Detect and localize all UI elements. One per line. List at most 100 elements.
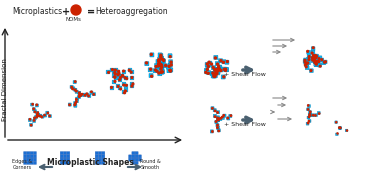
FancyBboxPatch shape xyxy=(303,60,307,63)
FancyBboxPatch shape xyxy=(169,68,173,72)
FancyBboxPatch shape xyxy=(312,56,316,60)
FancyBboxPatch shape xyxy=(313,60,317,64)
FancyBboxPatch shape xyxy=(204,70,209,74)
Circle shape xyxy=(346,130,348,131)
Circle shape xyxy=(215,70,217,72)
FancyBboxPatch shape xyxy=(305,62,309,66)
FancyBboxPatch shape xyxy=(39,114,42,117)
Circle shape xyxy=(160,57,162,59)
Circle shape xyxy=(132,83,134,85)
FancyBboxPatch shape xyxy=(76,97,79,100)
FancyBboxPatch shape xyxy=(132,158,135,161)
Circle shape xyxy=(222,116,223,118)
FancyBboxPatch shape xyxy=(221,116,225,120)
FancyBboxPatch shape xyxy=(158,63,162,67)
Circle shape xyxy=(86,93,88,94)
Circle shape xyxy=(170,61,172,63)
FancyBboxPatch shape xyxy=(217,67,221,71)
Circle shape xyxy=(79,94,81,96)
FancyBboxPatch shape xyxy=(168,54,172,58)
FancyBboxPatch shape xyxy=(158,63,162,67)
FancyBboxPatch shape xyxy=(95,152,98,155)
Circle shape xyxy=(315,115,316,116)
FancyBboxPatch shape xyxy=(148,68,152,72)
Circle shape xyxy=(154,69,156,71)
Circle shape xyxy=(163,59,165,61)
FancyBboxPatch shape xyxy=(314,62,318,66)
FancyBboxPatch shape xyxy=(29,123,33,126)
FancyBboxPatch shape xyxy=(219,68,223,72)
Circle shape xyxy=(36,116,37,118)
FancyBboxPatch shape xyxy=(208,61,212,65)
FancyBboxPatch shape xyxy=(304,63,308,66)
Circle shape xyxy=(214,75,216,77)
Circle shape xyxy=(314,61,316,63)
Circle shape xyxy=(206,68,208,70)
Circle shape xyxy=(74,103,76,104)
FancyBboxPatch shape xyxy=(314,56,318,60)
FancyBboxPatch shape xyxy=(211,66,215,70)
FancyBboxPatch shape xyxy=(158,63,163,67)
FancyBboxPatch shape xyxy=(95,155,98,158)
Circle shape xyxy=(131,85,133,87)
FancyBboxPatch shape xyxy=(159,54,163,58)
FancyBboxPatch shape xyxy=(305,66,309,70)
FancyBboxPatch shape xyxy=(33,158,36,161)
FancyBboxPatch shape xyxy=(314,59,318,63)
Text: + Shear Flow: + Shear Flow xyxy=(224,122,266,127)
FancyBboxPatch shape xyxy=(311,59,315,63)
FancyBboxPatch shape xyxy=(36,104,39,107)
Circle shape xyxy=(220,60,222,62)
FancyBboxPatch shape xyxy=(304,58,307,62)
Circle shape xyxy=(160,71,163,73)
Circle shape xyxy=(310,111,311,112)
FancyBboxPatch shape xyxy=(219,117,222,121)
Circle shape xyxy=(79,92,80,94)
Circle shape xyxy=(226,61,228,63)
Circle shape xyxy=(160,68,162,70)
FancyBboxPatch shape xyxy=(314,54,318,58)
FancyBboxPatch shape xyxy=(161,59,166,63)
FancyBboxPatch shape xyxy=(211,72,215,76)
FancyBboxPatch shape xyxy=(118,76,122,80)
FancyBboxPatch shape xyxy=(159,66,163,70)
Circle shape xyxy=(225,69,226,71)
FancyBboxPatch shape xyxy=(67,155,70,158)
FancyBboxPatch shape xyxy=(157,62,161,66)
FancyBboxPatch shape xyxy=(99,158,101,161)
FancyBboxPatch shape xyxy=(33,117,36,120)
FancyBboxPatch shape xyxy=(37,114,39,116)
Circle shape xyxy=(169,56,171,58)
Circle shape xyxy=(227,117,229,119)
FancyBboxPatch shape xyxy=(130,70,134,74)
Circle shape xyxy=(313,55,314,56)
FancyBboxPatch shape xyxy=(130,76,134,80)
Circle shape xyxy=(312,58,314,59)
FancyBboxPatch shape xyxy=(83,93,86,96)
FancyBboxPatch shape xyxy=(217,65,222,69)
FancyBboxPatch shape xyxy=(33,161,36,164)
Text: Edges &
Corners: Edges & Corners xyxy=(12,159,32,170)
FancyBboxPatch shape xyxy=(106,70,110,74)
FancyBboxPatch shape xyxy=(217,118,220,122)
Circle shape xyxy=(217,117,218,119)
FancyBboxPatch shape xyxy=(158,64,162,68)
FancyBboxPatch shape xyxy=(156,59,160,64)
Circle shape xyxy=(318,61,320,62)
FancyBboxPatch shape xyxy=(212,74,217,78)
FancyBboxPatch shape xyxy=(37,114,39,116)
FancyBboxPatch shape xyxy=(221,75,225,79)
Text: Microplastics: Microplastics xyxy=(12,7,62,16)
Circle shape xyxy=(114,76,116,78)
Circle shape xyxy=(146,62,147,64)
Circle shape xyxy=(214,75,215,77)
Text: Heteroaggregation: Heteroaggregation xyxy=(95,7,167,16)
Text: NOMs: NOMs xyxy=(65,17,81,22)
Circle shape xyxy=(160,58,162,60)
Circle shape xyxy=(223,76,225,78)
FancyBboxPatch shape xyxy=(32,108,35,111)
FancyBboxPatch shape xyxy=(122,82,126,86)
Circle shape xyxy=(74,104,76,106)
FancyBboxPatch shape xyxy=(339,127,341,129)
Circle shape xyxy=(125,84,127,86)
